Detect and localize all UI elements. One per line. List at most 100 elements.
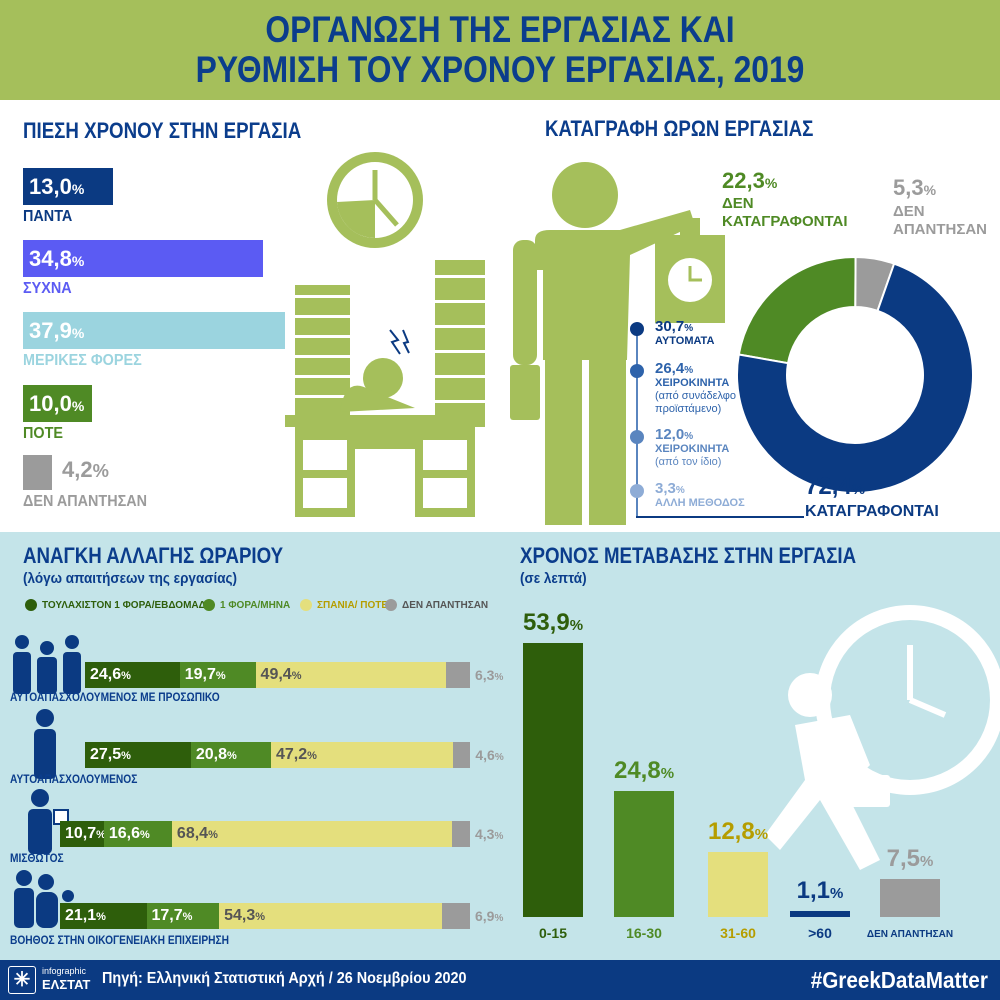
pressure-value-4-number: 4,2 bbox=[62, 457, 93, 482]
pressure-value-1-number: 34,8 bbox=[29, 246, 72, 271]
commute-value-0: 53,9% bbox=[508, 609, 598, 637]
pressure-label-4: ΔΕΝ ΑΠΑΝΤΗΣΑΝ bbox=[23, 493, 148, 510]
stack-unit: % bbox=[96, 829, 106, 841]
stack-segment: 54,3% bbox=[219, 903, 442, 929]
legend-dot-1 bbox=[203, 599, 215, 611]
legend-dot-3 bbox=[385, 599, 397, 611]
title-line-1: ΟΡΓΑΝΩΣΗ ΤΗΣ ΕΡΓΑΣΙΑΣ ΚΑΙ bbox=[265, 9, 735, 50]
stack-unit: % bbox=[215, 670, 226, 682]
pressure-bar-1: 34,8% bbox=[23, 240, 264, 277]
stressed-worker-illustration bbox=[285, 152, 485, 517]
method-note-2: (από τον ίδιο) bbox=[655, 456, 722, 468]
commute-unit: % bbox=[830, 885, 844, 903]
stack-segment: 68,4% bbox=[171, 821, 453, 847]
pressure-value-2-number: 37,9 bbox=[29, 318, 72, 343]
commute-bar-2 bbox=[708, 851, 768, 917]
stack-unit: % bbox=[255, 911, 265, 923]
method-dot-0 bbox=[630, 322, 644, 336]
pressure-value-0-unit: % bbox=[71, 181, 85, 197]
method-label-0: ΑΥΤΟΜΑΤΑ bbox=[655, 335, 715, 347]
stack-segment bbox=[445, 662, 470, 688]
stack-value-number: 47,2 bbox=[275, 746, 308, 763]
commute-value-number: 24,8 bbox=[613, 757, 661, 785]
stack-value-number: 4,3 bbox=[475, 826, 495, 842]
legend-item-0: ΤΟΥΛΑΧΙΣΤΟΝ 1 ΦΟΡΑ/ΕΒΔΟΜΑΔΑ bbox=[25, 599, 213, 611]
stack-value: 6,9% bbox=[470, 903, 503, 929]
stack-value-number: 54,3 bbox=[224, 907, 256, 924]
stack-segment: 21,1% bbox=[60, 903, 147, 929]
commute-value-number: 7,5 bbox=[886, 844, 921, 872]
method-unit: % bbox=[684, 365, 694, 376]
elstat-compass-logo-icon: ✳ bbox=[8, 966, 36, 994]
method-unit: % bbox=[675, 485, 685, 496]
commute-value-2: 12,8% bbox=[693, 818, 783, 846]
stack-segment: 24,6% bbox=[85, 662, 180, 688]
stack-segment: 16,6% bbox=[103, 821, 172, 847]
recording-donut-chart bbox=[736, 255, 974, 494]
method-note-1: (από συνάδελφο ή προϊστάμενο) bbox=[655, 390, 746, 415]
pressure-value-0: 13,0% bbox=[29, 174, 84, 199]
commute-time-title: ΧΡΟΝΟΣ ΜΕΤΑΒΑΣΗΣ ΣΤΗΝ ΕΡΓΑΣΙΑ bbox=[520, 543, 857, 568]
commute-bar-3 bbox=[790, 911, 850, 917]
donut-slice-2 bbox=[736, 262, 974, 494]
stack-value-number: 10,7 bbox=[65, 825, 97, 842]
footer: ✳ infographic ΕΛΣΤΑΤ Πηγή: Ελληνική Στατ… bbox=[0, 960, 1000, 1000]
commute-unit: % bbox=[660, 765, 675, 783]
pressure-value-3-unit: % bbox=[71, 398, 85, 414]
commute-value-number: 12,8 bbox=[707, 817, 755, 845]
commute-unit: % bbox=[754, 825, 769, 843]
stack-value-number: 68,4 bbox=[176, 825, 209, 842]
worker-type-icons bbox=[13, 635, 81, 928]
method-value-1: 26,4% bbox=[655, 360, 765, 377]
pressure-bar-2: 37,9% bbox=[23, 312, 285, 349]
recorded-value: 72,4% bbox=[805, 473, 866, 500]
paper-stacks-icon bbox=[295, 260, 485, 415]
stack-value: 4,6% bbox=[470, 742, 503, 768]
pressure-value-1: 34,8% bbox=[29, 246, 84, 271]
stack-segment: 49,4% bbox=[255, 662, 446, 688]
method-unit: % bbox=[684, 431, 694, 442]
stack-value-number: 27,5 bbox=[90, 746, 122, 763]
stack-unit: % bbox=[307, 750, 317, 762]
stack-unit: % bbox=[96, 911, 106, 923]
recorded-label: ΚΑΤΑΓΡΑΦΟΝΤΑΙ bbox=[805, 503, 939, 520]
commute-value-number: 1,1 bbox=[796, 877, 831, 905]
pressure-bar-4 bbox=[23, 455, 52, 490]
method-label-3: ΑΛΛΗ ΜΕΘΟΔΟΣ bbox=[655, 497, 745, 509]
commute-value-4: 7,5% bbox=[865, 845, 955, 873]
stack-unit: % bbox=[494, 752, 504, 763]
method-dot-3 bbox=[630, 484, 644, 498]
legend-dot-2 bbox=[300, 599, 312, 611]
no-answer-value: 5,3% bbox=[893, 175, 937, 200]
row-label-3: ΒΟΗΘΟΣ ΣΤΗΝ ΟΙΚΟΓΕΝΕΙΑΚΗ ΕΠΙΧΕΙΡΗΣΗ bbox=[10, 933, 229, 947]
stack-unit: % bbox=[182, 911, 193, 923]
method-dot-2 bbox=[630, 430, 644, 444]
time-recording-title: ΚΑΤΑΓΡΑΦΗ ΩΡΩΝ ΕΡΓΑΣΙΑΣ bbox=[545, 116, 814, 141]
stack-segment: 10,7% bbox=[60, 821, 106, 847]
method-value-number: 26,4 bbox=[655, 360, 685, 377]
hashtag: #GreekDataMatter bbox=[810, 967, 988, 993]
method-label-1: ΧΕΙΡΟΚΙΝΗΤΑ bbox=[655, 377, 730, 389]
method-value-number: 30,7 bbox=[655, 318, 685, 335]
self-employed-icon bbox=[34, 709, 56, 779]
commute-bar-4 bbox=[880, 878, 940, 917]
stack-segment bbox=[452, 742, 471, 768]
donut-slice-0 bbox=[737, 256, 857, 365]
pressure-value-2-unit: % bbox=[71, 325, 85, 341]
stack-value-number: 6,3 bbox=[475, 667, 495, 683]
schedule-change-title: ΑΝΑΓΚΗ ΑΛΛΑΓΗΣ ΩΡΑΡΙΟΥ bbox=[23, 543, 284, 568]
stack-value-number: 24,6 bbox=[90, 666, 122, 683]
legend-label-0: ΤΟΥΛΑΧΙΣΤΟΝ 1 ΦΟΡΑ/ΕΒΔΟΜΑΔΑ bbox=[42, 599, 214, 611]
pressure-bar-0: 13,0% bbox=[23, 168, 113, 205]
commute-value-number: 53,9 bbox=[522, 609, 570, 637]
stress-lightning-icon bbox=[389, 329, 410, 355]
stack-unit: % bbox=[494, 913, 504, 924]
method-item-3: 3,3% ΑΛΛΗ ΜΕΘΟΔΟΣ bbox=[655, 481, 765, 510]
commute-unit: % bbox=[569, 617, 584, 635]
legend-item-1: 1 ΦΟΡΑ/ΜΗΝΑ bbox=[203, 599, 290, 611]
stack-unit: % bbox=[494, 831, 504, 842]
row-label-2: ΜΙΣΘΩΤΟΣ bbox=[10, 851, 64, 865]
logo-big-text: ΕΛΣΤΑΤ bbox=[42, 977, 91, 992]
pressure-value-4-unit: % bbox=[92, 460, 109, 481]
methods-line bbox=[636, 330, 638, 518]
